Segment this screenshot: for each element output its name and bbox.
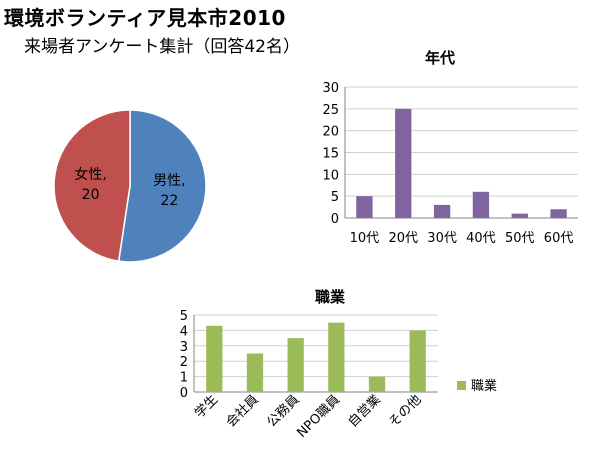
gender-pie-chart: 男性, 22 女性, 20	[53, 109, 207, 263]
bar-0	[206, 325, 223, 392]
bar-1	[395, 108, 412, 218]
y-tick-label: 25	[322, 103, 339, 118]
age-bar-chart: 年代 0 5 10 15 20 25 30 10代 20代 30代 40代 50代 60代	[322, 49, 578, 246]
x-tick-label: 会社員	[223, 392, 262, 431]
bar-4	[511, 213, 528, 218]
y-tick-label: 10	[322, 168, 339, 183]
y-tick-label: 3	[180, 340, 188, 355]
pie-slice-1	[53, 109, 131, 263]
bar-2	[433, 204, 451, 218]
x-tick-label: 公務員	[264, 392, 302, 430]
bar-4	[368, 376, 386, 392]
y-tick-label: 20	[322, 125, 339, 140]
chart-title: 年代	[425, 49, 455, 67]
x-tick-label: NPO職員	[295, 392, 344, 441]
x-tick-label: 学生	[191, 392, 221, 422]
pie-slice-0	[117, 109, 207, 263]
x-tick-label: 60代	[544, 231, 574, 246]
page-subtitle: 来場者アンケート集計（回答42名）	[24, 37, 300, 57]
y-tick-label: 1	[180, 371, 188, 386]
y-tick-label: 30	[322, 81, 339, 96]
y-tick-label: 5	[331, 190, 339, 205]
bar-5	[409, 330, 426, 392]
y-tick-label: 2	[180, 355, 188, 370]
x-tick-label: その他	[386, 392, 424, 430]
legend-swatch	[457, 381, 466, 390]
x-tick-label: 10代	[350, 231, 380, 246]
pie-slice-label-0: 男性,	[153, 173, 185, 189]
x-tick-label: 30代	[427, 231, 457, 246]
x-tick-label: 自営業	[345, 392, 384, 431]
x-tick-label: 20代	[388, 231, 418, 246]
y-tick-label: 0	[180, 386, 188, 401]
y-tick-label: 0	[331, 212, 339, 227]
y-tick-label: 15	[322, 147, 339, 162]
bar-2	[287, 338, 304, 392]
bar-5	[550, 209, 567, 218]
x-tick-label: 50代	[505, 231, 535, 246]
legend-label: 職業	[471, 378, 497, 394]
x-tick-label: 40代	[466, 231, 496, 246]
y-tick-label: 5	[180, 309, 188, 324]
page-title: 環境ボランティア見本市2010	[4, 6, 286, 30]
y-tick-label: 4	[180, 324, 188, 339]
pie-slice-value-0: 22	[160, 193, 178, 209]
bar-1	[246, 353, 264, 392]
chart-title: 職業	[315, 288, 346, 306]
bar-0	[356, 196, 373, 218]
pie-slice-label-1: 女性,	[74, 166, 106, 183]
bar-3	[472, 191, 490, 218]
bar-3	[328, 322, 345, 392]
pie-slice-value-1: 20	[82, 187, 100, 203]
